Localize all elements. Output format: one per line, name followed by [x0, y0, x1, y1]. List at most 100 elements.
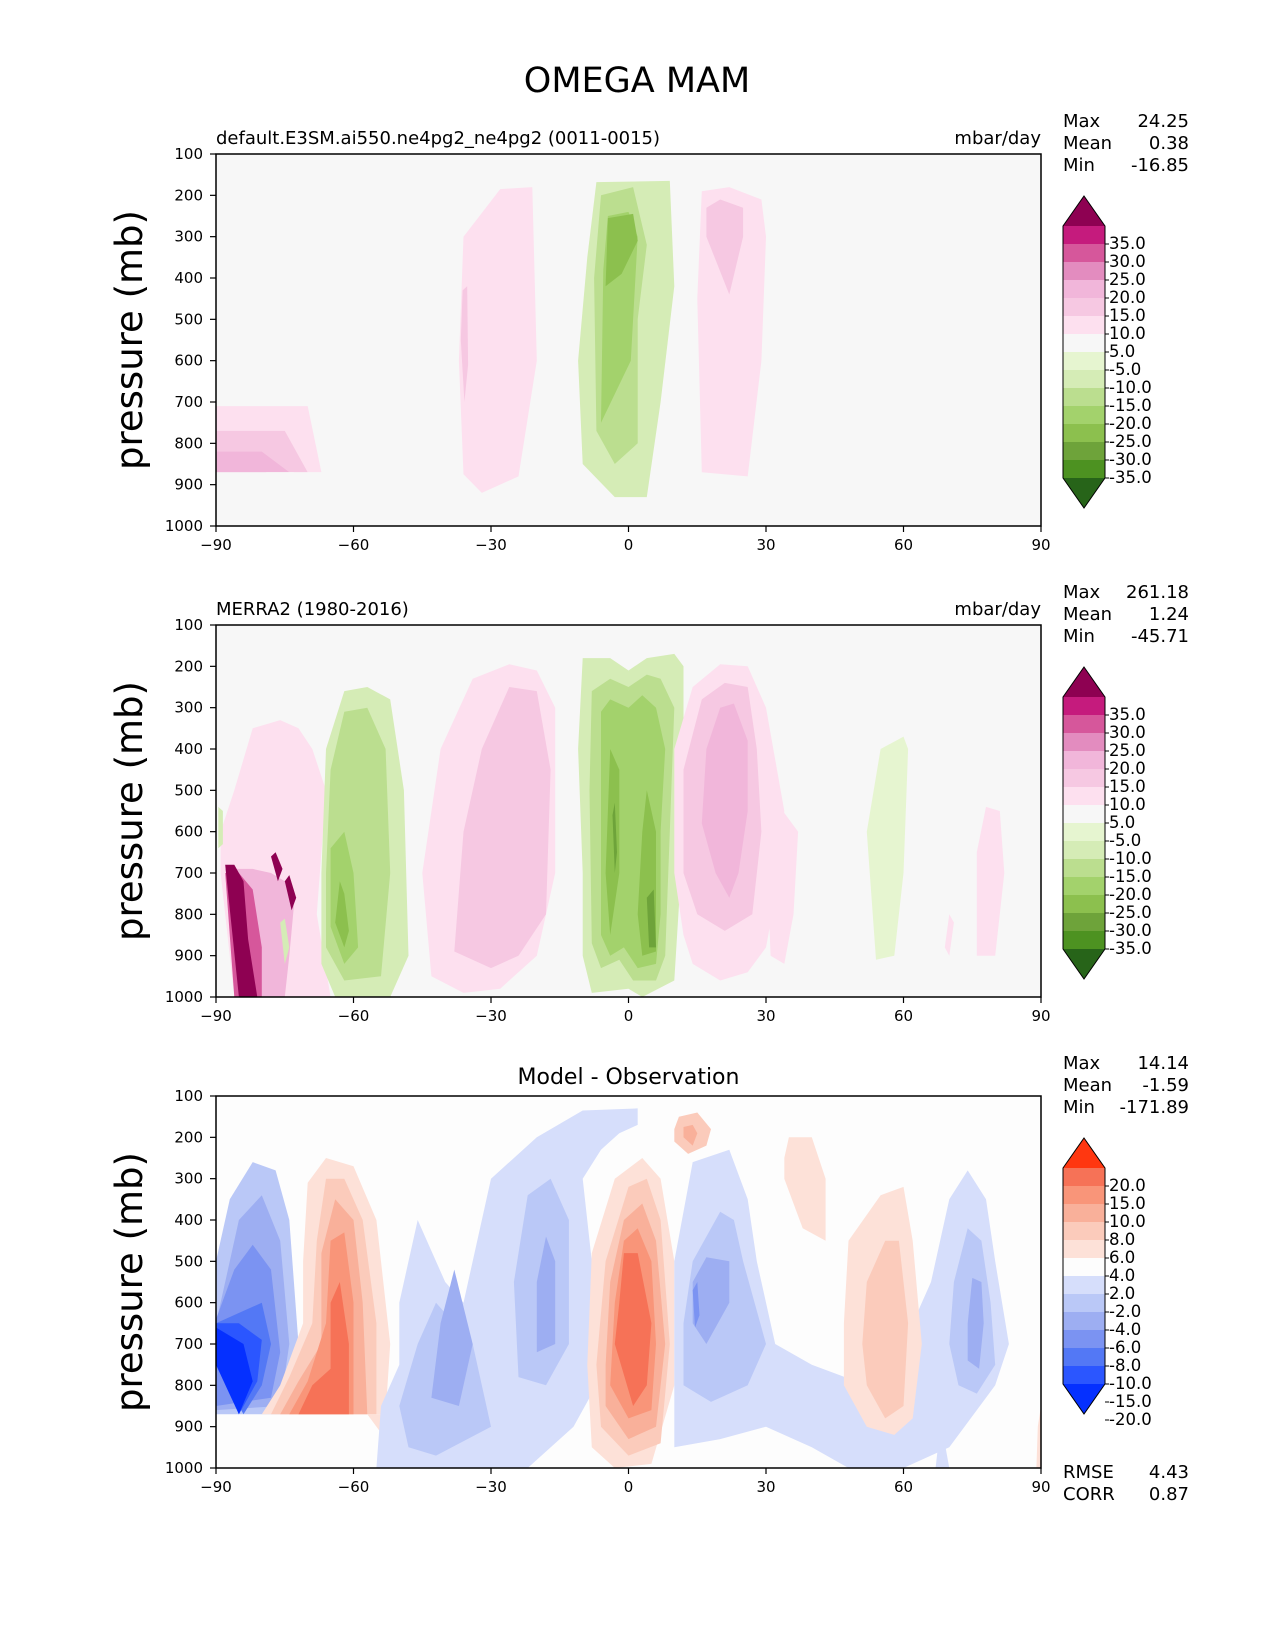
- y-tick-label: 800: [174, 1376, 203, 1394]
- contour-region: [612, 802, 617, 873]
- y-tick-label: 400: [174, 269, 203, 287]
- colorbar-extend-min: [1063, 478, 1105, 508]
- contour-region: [225, 864, 258, 997]
- colorbar-cell: [1063, 733, 1105, 752]
- colorbar-tick-label: -8.0: [1109, 1356, 1141, 1375]
- colorbar-cell: [1063, 226, 1105, 245]
- colorbar-extend-min: [1063, 949, 1105, 979]
- y-tick-label: 300: [174, 1170, 203, 1188]
- panel-left-title: default.E3SM.ai550.ne4pg2_ne4pg2 (0011-0…: [216, 128, 660, 149]
- stat-value: 0.38: [1149, 133, 1189, 154]
- colorbar-tick-label: -25.0: [1109, 903, 1152, 922]
- colorbar-tick-label: -15.0: [1109, 396, 1152, 415]
- colorbar-tick-label: -10.0: [1109, 849, 1152, 868]
- y-tick-label: 900: [174, 1418, 203, 1436]
- colorbar-cell: [1063, 442, 1105, 461]
- panel-stats: Max 261.18 Mean 1.24 Min -45.71: [1063, 582, 1189, 647]
- colorbar-outline: [1062, 195, 1106, 509]
- colorbar-cell: [1063, 1186, 1105, 1205]
- contour-region: [536, 1236, 556, 1353]
- colorbar-tick-label: -6.0: [1109, 1338, 1141, 1357]
- colorbar-tick-label: 10.0: [1109, 795, 1146, 814]
- stat-label: RMSE: [1063, 1462, 1114, 1483]
- y-tick-label: 600: [174, 823, 203, 841]
- colorbar-cell: [1063, 460, 1105, 479]
- colorbar-cell: [1063, 1330, 1105, 1349]
- colorbar-cell: [1063, 1204, 1105, 1223]
- colorbar-tick-label: 10.0: [1109, 324, 1146, 343]
- colorbar-cell: [1063, 1366, 1105, 1385]
- y-tick-label: 100: [174, 1087, 203, 1105]
- colorbar-tick-label: 15.0: [1109, 777, 1146, 796]
- colorbar-tick-label: -20.0: [1109, 885, 1152, 904]
- x-tick-label: 60: [894, 536, 913, 554]
- colorbar-cell: [1063, 715, 1105, 734]
- colorbar-cell: [1063, 931, 1105, 950]
- x-tick-label: 90: [1031, 536, 1050, 554]
- stat-value: 1.24: [1149, 604, 1189, 625]
- colorbar-tick-label: 15.0: [1109, 306, 1146, 325]
- x-tick-label: −30: [475, 1007, 507, 1025]
- colorbar-tick-label: 35.0: [1109, 234, 1146, 253]
- contour-region: [872, 472, 935, 526]
- colorbar-tick-label: 20.0: [1109, 759, 1146, 778]
- contour-fills: [216, 1108, 1041, 1468]
- x-tick-label: −90: [200, 1478, 232, 1496]
- contour-region: [646, 889, 656, 948]
- colorbar-tick-label: 30.0: [1109, 723, 1146, 742]
- stat-label: Max: [1063, 111, 1101, 132]
- contour-region: [766, 806, 799, 964]
- colorbar-tick-label: -15.0: [1109, 1392, 1152, 1411]
- contour-region: [431, 1269, 473, 1406]
- y-tick-label: 200: [174, 1128, 203, 1146]
- y-tick-label: 1000: [165, 1459, 203, 1477]
- contour-region: [701, 703, 748, 898]
- colorbar-tick-label: -10.0: [1109, 1374, 1152, 1393]
- colorbar-cell: [1063, 1276, 1105, 1295]
- contour-region: [280, 918, 290, 964]
- colorbar-cell: [1063, 316, 1105, 335]
- colorbar-tick-label: 8.0: [1109, 1230, 1135, 1249]
- colorbar-cell: [1063, 388, 1105, 407]
- stat-value: 4.43: [1149, 1462, 1189, 1483]
- y-tick-label: 600: [174, 352, 203, 370]
- colorbar-tick-label: -25.0: [1109, 432, 1152, 451]
- contour-region: [605, 749, 620, 935]
- y-tick-label: 200: [174, 186, 203, 204]
- contour-region: [1036, 1406, 1041, 1468]
- contour-region: [683, 1124, 698, 1146]
- colorbar-cell: [1063, 805, 1105, 824]
- colorbar-tick-label: 2.0: [1109, 1284, 1135, 1303]
- stat-value: -1.59: [1142, 1075, 1189, 1096]
- colorbar: 35.030.025.020.015.010.05.0-5.0-10.0-15.…: [1062, 666, 1152, 980]
- colorbar-tick-label: -20.0: [1109, 414, 1152, 433]
- contour-region: [944, 914, 954, 956]
- contour-region: [298, 1282, 349, 1415]
- stat-label: Mean: [1063, 133, 1112, 154]
- colorbar-tick-label: 20.0: [1109, 1176, 1146, 1195]
- stat-value: 14.14: [1137, 1053, 1189, 1074]
- contour-region: [284, 875, 297, 911]
- y-tick-label: 1000: [165, 988, 203, 1006]
- x-tick-label: 90: [1031, 1478, 1050, 1496]
- colorbar-cell: [1063, 370, 1105, 389]
- colorbar-tick-label: -5.0: [1109, 360, 1141, 379]
- x-tick-label: −90: [200, 1007, 232, 1025]
- y-tick-label: 300: [174, 699, 203, 717]
- contour-region: [454, 687, 551, 969]
- colorbar-cell: [1063, 262, 1105, 281]
- stat-label: Max: [1063, 582, 1101, 603]
- colorbar-cell: [1063, 769, 1105, 788]
- contour-region: [271, 852, 283, 882]
- colorbar-tick-label: -5.0: [1109, 831, 1141, 850]
- contour-region: [862, 1240, 909, 1419]
- stat-label: Mean: [1063, 604, 1112, 625]
- y-tick-label: 700: [174, 393, 203, 411]
- colorbar-cell: [1063, 859, 1105, 878]
- colorbar-extend-max: [1063, 667, 1105, 697]
- contour-region: [216, 472, 380, 526]
- stat-value: 24.25: [1137, 111, 1189, 132]
- y-axis-label: pressure (mb): [108, 1152, 151, 1412]
- colorbar-cell: [1063, 244, 1105, 263]
